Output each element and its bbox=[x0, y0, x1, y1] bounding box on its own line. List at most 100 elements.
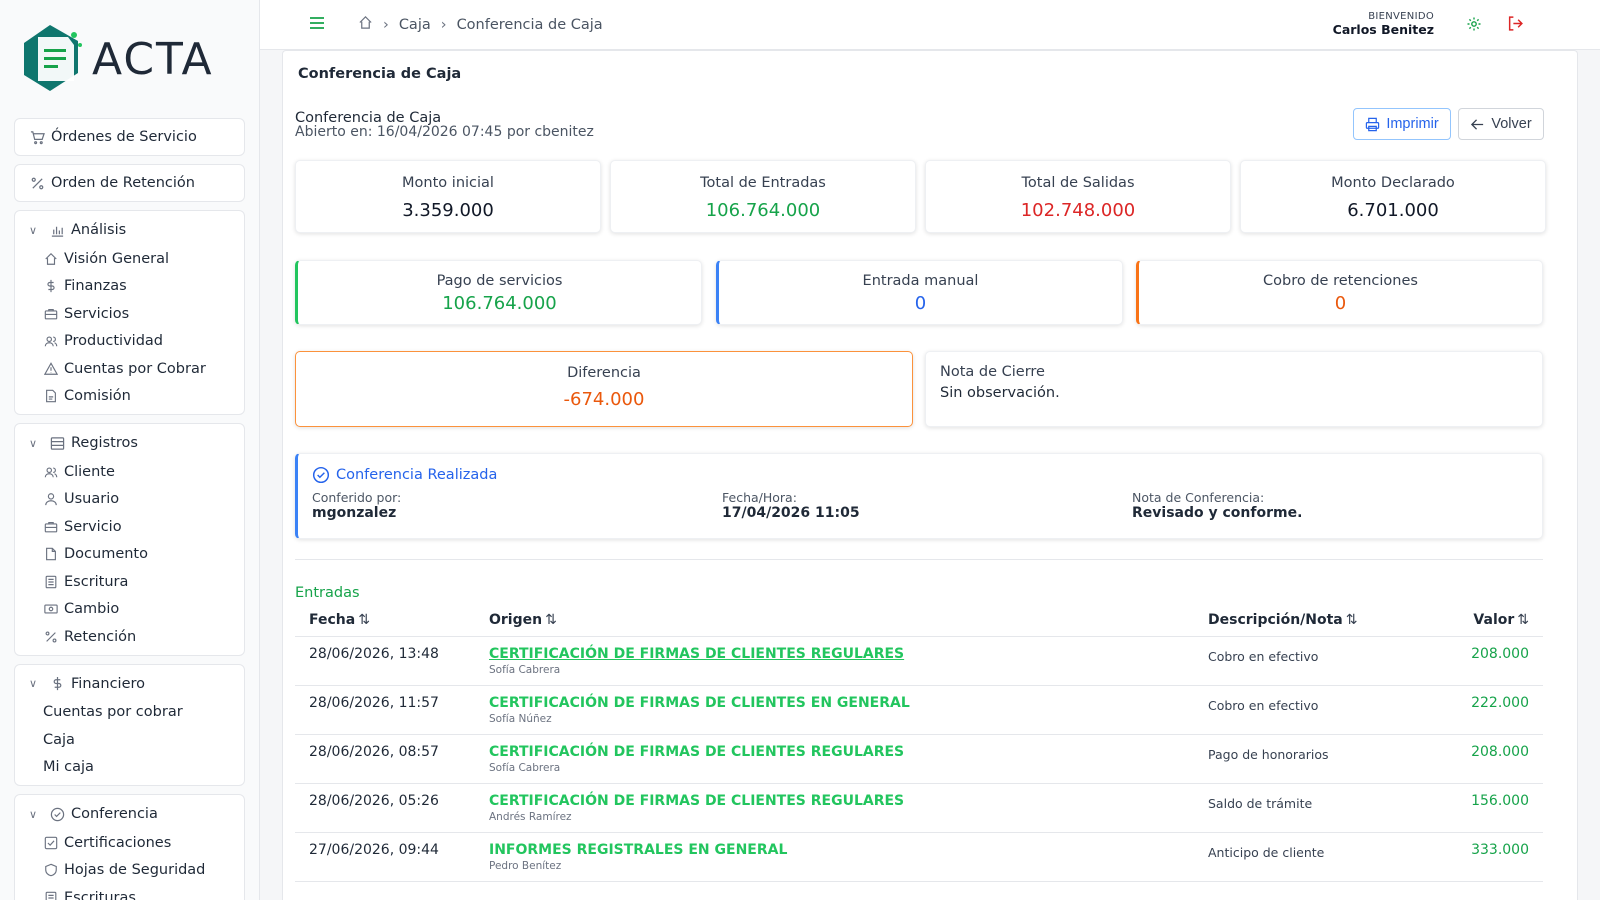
group-label: Análisis bbox=[71, 222, 127, 238]
group-label: Financiero bbox=[71, 675, 146, 692]
source-value: 106.764.000 bbox=[442, 293, 557, 314]
sidebar-item-escritura[interactable]: Escritura bbox=[15, 568, 244, 596]
sidebar-item-servicio[interactable]: Servicio bbox=[15, 513, 244, 541]
sidebar-item-label: Visión General bbox=[64, 250, 170, 267]
sidebar-item-vision-general[interactable]: Visión General bbox=[15, 245, 244, 273]
sidebar-item-hojas-seguridad[interactable]: Hojas de Seguridad bbox=[15, 857, 244, 885]
sort-descripcion[interactable]: Descripción/Nota ⇅ bbox=[1208, 612, 1443, 628]
sort-icon: ⇅ bbox=[1345, 611, 1358, 628]
closing-note-value: Sin observación. bbox=[940, 385, 1060, 401]
source-cobro-retenciones: Cobro de retenciones 0 bbox=[1136, 260, 1543, 325]
row-note: Anticipo de cliente bbox=[1208, 845, 1325, 860]
breadcrumb-caja[interactable]: Caja bbox=[398, 16, 431, 33]
source-pago-servicios: Pago de servicios 106.764.000 bbox=[295, 260, 702, 325]
sidebar-item-cliente[interactable]: Cliente bbox=[15, 458, 244, 486]
sidebar-item-comision[interactable]: Comisión bbox=[15, 383, 244, 411]
sidebar-item-retencion[interactable]: Retención bbox=[15, 623, 244, 651]
conference-date-label: Fecha/Hora: bbox=[722, 490, 797, 505]
sidebar-item-label: Hojas de Seguridad bbox=[64, 862, 206, 879]
row-value: 156.000 bbox=[1471, 793, 1529, 809]
sidebar-item-mi-caja[interactable]: Mi caja bbox=[15, 754, 244, 782]
logout-icon[interactable] bbox=[1507, 15, 1524, 36]
row-person: Pedro Benítez bbox=[489, 860, 562, 872]
group-toggle-conferencia[interactable]: ∨ Conferencia bbox=[15, 799, 244, 829]
row-person: Sofía Cabrera bbox=[489, 762, 561, 774]
chevron-down-icon: ∨ bbox=[29, 807, 38, 821]
row-note: Cobro en efectivo bbox=[1208, 698, 1319, 713]
group-toggle-registros[interactable]: ∨ Registros bbox=[15, 428, 244, 458]
conference-by: Conferido por: mgonzalez bbox=[312, 490, 401, 521]
table-row: 28/06/2026, 05:26 CERTIFICACIÓN DE FIRMAS… bbox=[295, 784, 1543, 833]
conference-note: Nota de Conferencia: Revisado y conforme… bbox=[1132, 490, 1302, 521]
dollar-icon bbox=[49, 676, 65, 692]
row-date: 27/06/2026, 09:44 bbox=[309, 842, 439, 858]
sort-fecha[interactable]: Fecha ⇅ bbox=[295, 612, 489, 628]
welcome-label: BIENVENIDO bbox=[1368, 11, 1434, 22]
kpi-value: 106.764.000 bbox=[705, 200, 821, 221]
kpi-monto-inicial: Monto inicial 3.359.000 bbox=[295, 160, 601, 233]
row-date: 28/06/2026, 13:48 bbox=[309, 646, 439, 662]
cart-icon bbox=[29, 129, 45, 145]
group-label: Registros bbox=[71, 435, 138, 451]
sidebar-item-finanzas[interactable]: Finanzas bbox=[15, 273, 244, 301]
menu-group-conferencia: ∨ Conferencia Certificaciones Hojas de S… bbox=[14, 794, 245, 900]
group-toggle-financiero[interactable]: ∨ Financiero bbox=[15, 669, 244, 699]
sidebar-item-usuario[interactable]: Usuario bbox=[15, 486, 244, 514]
sidebar-item-documento[interactable]: Documento bbox=[15, 541, 244, 569]
row-date: 28/06/2026, 05:26 bbox=[309, 793, 439, 809]
gear-icon[interactable] bbox=[1466, 16, 1482, 36]
sidebar-item-cambio[interactable]: Cambio bbox=[15, 596, 244, 624]
menu-orden-retencion[interactable]: Orden de Retención bbox=[14, 164, 245, 202]
sidebar-item-servicios[interactable]: Servicios bbox=[15, 300, 244, 328]
service-link[interactable]: CERTIFICACIÓN DE FIRMAS DE CLIENTES REGU… bbox=[489, 646, 905, 662]
sidebar-item-cuentas-por-cobrar[interactable]: Cuentas por cobrar bbox=[15, 699, 244, 727]
sidebar-item-certificaciones[interactable]: Certificaciones bbox=[15, 829, 244, 857]
home-icon[interactable] bbox=[358, 15, 373, 34]
sidebar-item-label: Retención bbox=[64, 628, 137, 645]
sidebar-item-cuentas-cobrar[interactable]: Cuentas por Cobrar bbox=[15, 355, 244, 383]
row-origin: CERTIFICACIÓN DE FIRMAS DE CLIENTES REGU… bbox=[489, 735, 1208, 783]
home-icon bbox=[43, 251, 58, 266]
row-note: Saldo de trámite bbox=[1208, 796, 1313, 811]
check-circle-icon bbox=[49, 806, 65, 822]
source-value: 0 bbox=[914, 293, 927, 314]
user-icon bbox=[43, 492, 58, 507]
service-link[interactable]: INFORMES REGISTRALES EN GENERAL bbox=[489, 842, 788, 858]
row-note: Cobro en efectivo bbox=[1208, 649, 1319, 664]
menu-ordenes-servicio[interactable]: Órdenes de Servicio bbox=[14, 118, 245, 156]
table-row: 28/06/2026, 13:48 CERTIFICACIÓN DE FIRMAS… bbox=[295, 637, 1543, 686]
topbar: › Caja › Conferencia de Caja BIENVENIDO … bbox=[260, 0, 1600, 50]
sidebar-item-escrituras[interactable]: Escrituras bbox=[15, 884, 244, 900]
brand-logo[interactable]: ACTA bbox=[0, 0, 259, 118]
print-button[interactable]: Imprimir bbox=[1353, 108, 1451, 140]
service-link[interactable]: CERTIFICACIÓN DE FIRMAS DE CLIENTES REGU… bbox=[489, 744, 905, 760]
sidebar-item-label: Comisión bbox=[64, 388, 131, 405]
row-value: 208.000 bbox=[1471, 744, 1529, 760]
column-header: Origen bbox=[489, 611, 543, 628]
row-origin: CERTIFICACIÓN DE FIRMAS DE CLIENTES EN G… bbox=[489, 686, 1208, 734]
sidebar-item-label: Caja bbox=[43, 731, 75, 748]
source-entrada-manual: Entrada manual 0 bbox=[716, 260, 1123, 325]
service-link[interactable]: CERTIFICACIÓN DE FIRMAS DE CLIENTES EN G… bbox=[489, 695, 910, 711]
menu-icon[interactable] bbox=[308, 16, 328, 34]
conference-card: Conferencia Realizada Conferido por: mgo… bbox=[295, 453, 1543, 539]
sort-origen[interactable]: Origen ⇅ bbox=[489, 612, 1208, 628]
sidebar-item-caja[interactable]: Caja bbox=[15, 726, 244, 754]
briefcase-icon bbox=[43, 306, 58, 321]
conference-status: Conferencia Realizada bbox=[312, 466, 497, 484]
row-date: 28/06/2026, 08:57 bbox=[309, 744, 439, 760]
sidebar-item-productividad[interactable]: Productividad bbox=[15, 328, 244, 356]
kpi-title: Total de Salidas bbox=[1021, 175, 1135, 191]
sort-valor[interactable]: Valor ⇅ bbox=[1443, 612, 1543, 628]
dollar-icon bbox=[43, 279, 58, 294]
service-link[interactable]: CERTIFICACIÓN DE FIRMAS DE CLIENTES REGU… bbox=[489, 793, 905, 809]
conference-by-label: Conferido por: bbox=[312, 490, 402, 505]
conference-date: Fecha/Hora: 17/04/2026 11:05 bbox=[722, 490, 860, 521]
kpi-title: Monto inicial bbox=[402, 175, 494, 191]
row-person: Sofía Cabrera bbox=[489, 664, 561, 676]
group-toggle-analisis[interactable]: ∨ Análisis bbox=[15, 215, 244, 245]
back-button[interactable]: Volver bbox=[1458, 108, 1544, 140]
chevron-down-icon: ∨ bbox=[29, 677, 38, 690]
sidebar-item-label: Productividad bbox=[64, 333, 163, 350]
brand-name: ACTA bbox=[92, 33, 214, 85]
